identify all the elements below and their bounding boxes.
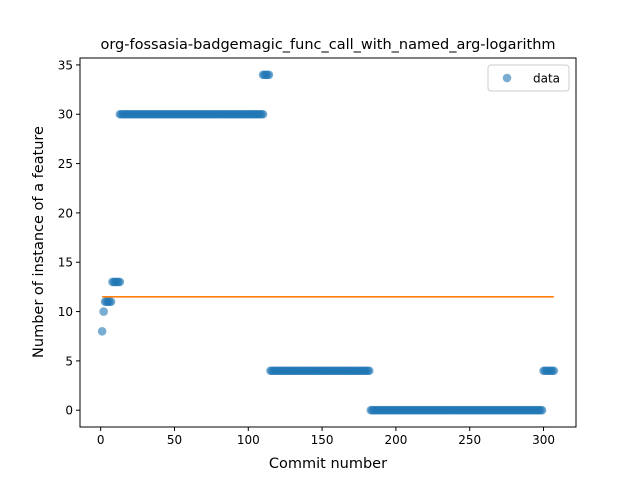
y-tick-label: 30 [58, 108, 73, 122]
y-tick-label: 35 [58, 58, 73, 72]
y-axis-label: Number of instance of a feature [31, 126, 47, 358]
x-tick-label: 150 [311, 433, 334, 447]
x-tick-label: 50 [167, 433, 182, 447]
x-tick-label: 250 [458, 433, 481, 447]
data-point [107, 297, 116, 306]
data-point [550, 366, 559, 375]
x-tick-label: 0 [97, 433, 105, 447]
data-point [538, 406, 547, 415]
data-point [259, 110, 268, 119]
data-point [365, 366, 374, 375]
data-point [98, 327, 107, 336]
legend-marker [503, 74, 512, 83]
x-tick-label: 200 [384, 433, 407, 447]
data-point [116, 278, 125, 287]
y-tick-label: 5 [65, 354, 73, 368]
chart-title: org-fossasia-badgemagic_func_call_with_n… [100, 37, 555, 53]
y-tick-label: 25 [58, 157, 73, 171]
data-point [99, 307, 108, 316]
y-tick-label: 20 [58, 206, 73, 220]
y-tick-label: 0 [65, 404, 73, 418]
x-tick-label: 300 [532, 433, 555, 447]
data-point [265, 70, 274, 79]
y-tick-label: 10 [58, 305, 73, 319]
legend-label: data [533, 72, 560, 86]
y-tick-label: 15 [58, 256, 73, 270]
legend: data [488, 65, 569, 91]
x-axis-label: Commit number [269, 456, 387, 472]
x-tick-label: 100 [237, 433, 260, 447]
